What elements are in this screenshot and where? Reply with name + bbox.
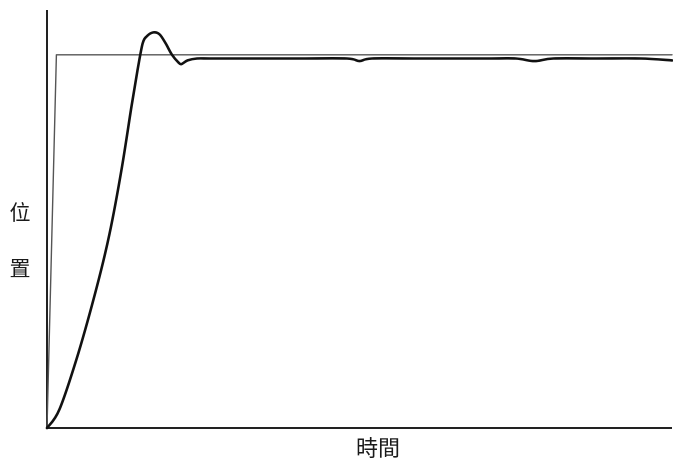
y-axis-label-char-2: 置 (10, 257, 31, 281)
y-axis-label-char-1: 位 (10, 201, 31, 225)
reference-step-line (46, 54, 673, 429)
x-axis-label: 時間 (356, 437, 400, 462)
axis-labels: 位 置 時間 (10, 201, 401, 462)
chart-axes (46, 10, 672, 429)
response-curve-line (45, 31, 673, 430)
series-layer (45, 31, 673, 430)
